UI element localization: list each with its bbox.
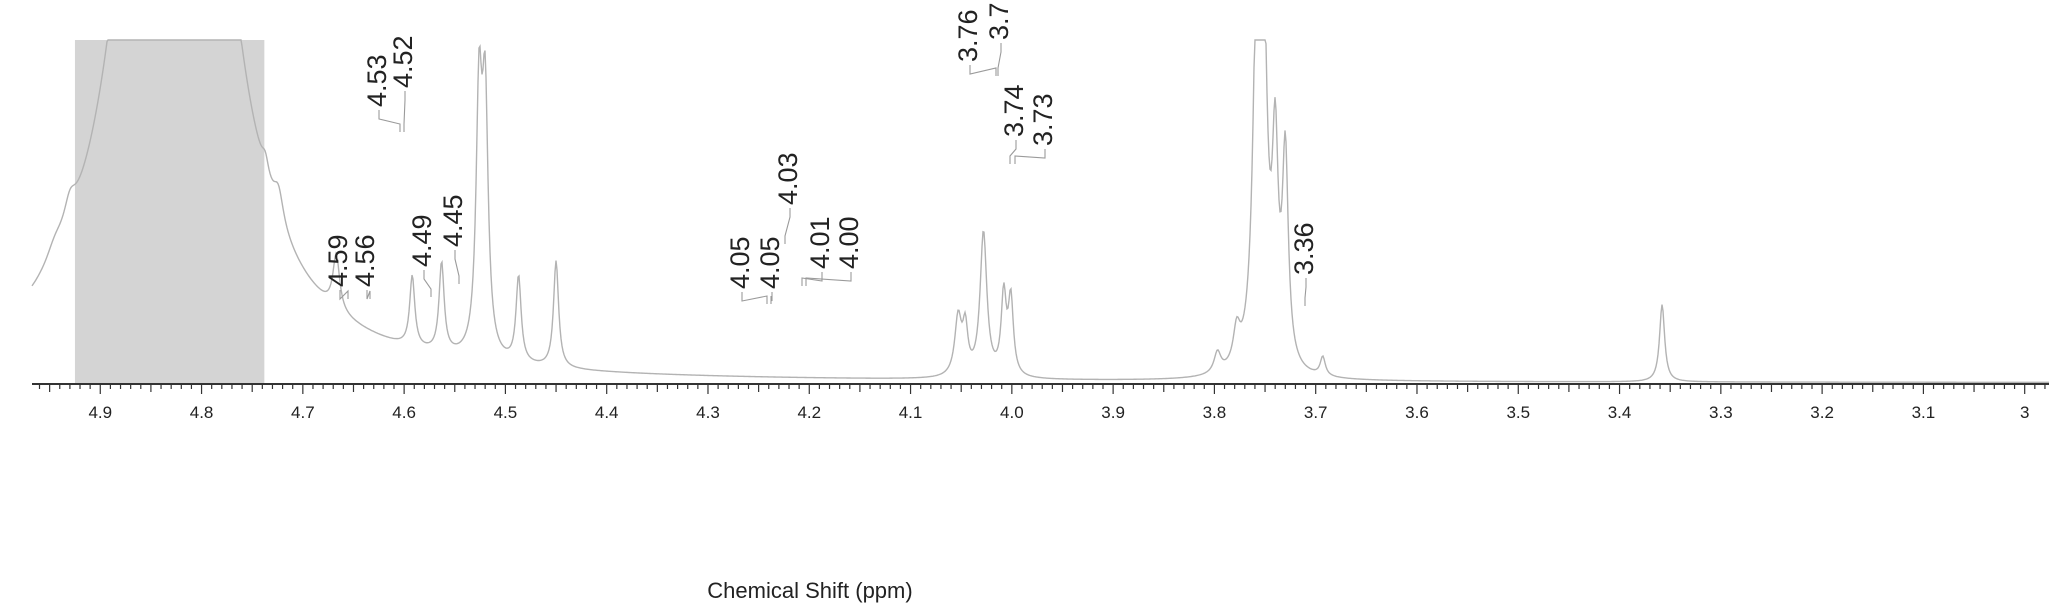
spectrum-trace [31, 39, 2049, 384]
peak-labels: 4.594.56 4.534.52 4.49 4.45 4.05 4.05 4.034.01… [323, 2, 1319, 289]
x-tick-label: 4.1 [899, 403, 923, 422]
x-axis-title: Chemical Shift (ppm) [707, 578, 912, 603]
peak-leader-line [969, 65, 997, 76]
peak-leader-line [770, 292, 773, 304]
peak-label: 4.45 [438, 194, 468, 247]
peak-leader-line [454, 250, 460, 284]
x-tick-label: 4.3 [696, 403, 720, 422]
x-tick-label: 4.7 [291, 403, 315, 422]
x-tick-label: 3.2 [1810, 403, 1834, 422]
x-tick-label: 3.7 [1304, 403, 1328, 422]
peak-leader-line [1304, 278, 1307, 306]
peak-label: 4.53 [362, 54, 392, 107]
x-tick-label: 4.5 [494, 403, 518, 422]
solvent-suppression-region [74, 40, 265, 384]
x-tick-label: 3.5 [1506, 403, 1530, 422]
x-tick-label: 3.4 [1608, 403, 1632, 422]
x-axis [32, 383, 2049, 394]
peak-label: 4.01 [805, 216, 835, 269]
peak-leader-line [366, 290, 371, 300]
peak-label: 4.52 [388, 35, 418, 88]
x-tick-label: 3.3 [1709, 403, 1733, 422]
peak-leader-line [403, 91, 406, 132]
spectrum-trace-layer [31, 39, 2049, 384]
x-tick-label: 4.8 [190, 403, 214, 422]
peak-leader-line [1009, 140, 1017, 164]
x-tick-label: 4.4 [595, 403, 619, 422]
x-tick-label: 3.8 [1203, 403, 1227, 422]
peak-leader-line [784, 208, 791, 244]
peak-label: 4.03 [773, 152, 803, 205]
peak-label: 3.73 [1028, 93, 1058, 146]
peak-label: 4.49 [407, 214, 437, 267]
peak-label: 3.7 [984, 2, 1014, 40]
x-tick-label: 4.9 [88, 403, 112, 422]
x-tick-label: 4.0 [1000, 403, 1024, 422]
x-tick-label: 3.9 [1101, 403, 1125, 422]
x-tick-label: 4.6 [392, 403, 416, 422]
peak-leader-line [805, 272, 852, 286]
peak-label: 3.36 [1289, 222, 1319, 275]
peak-label: 4.59 [323, 234, 353, 287]
x-tick-label: 3.1 [1912, 403, 1936, 422]
peak-leader-line [741, 292, 768, 304]
peak-leader-line [378, 110, 401, 132]
peak-label: 4.05 [755, 236, 785, 289]
peak-leader-line [801, 272, 823, 286]
peak-leader-line [423, 270, 432, 297]
peak-leader-line [339, 289, 349, 301]
peak-label: 4.05 [725, 236, 755, 289]
peak-label: 4.56 [350, 234, 380, 287]
peak-label: 3.74 [999, 84, 1029, 137]
x-tick-labels: 4.9 4.8 4.7 4.6 4.5 4.4 4.3 4.2 4.1 4.0 3.9 3.8 3.7 3… [88, 403, 2029, 422]
x-tick-label: 3 [2020, 403, 2029, 422]
peak-leader-line [997, 43, 1002, 76]
peak-leader-line [1014, 149, 1046, 164]
x-tick-label: 4.2 [797, 403, 821, 422]
peak-label: 4.00 [834, 216, 864, 269]
peak-label-leaders [339, 43, 1307, 306]
solvent-suppression-region-layer [74, 40, 265, 384]
x-tick-label: 3.6 [1405, 403, 1429, 422]
peak-label: 3.76 [953, 9, 983, 62]
